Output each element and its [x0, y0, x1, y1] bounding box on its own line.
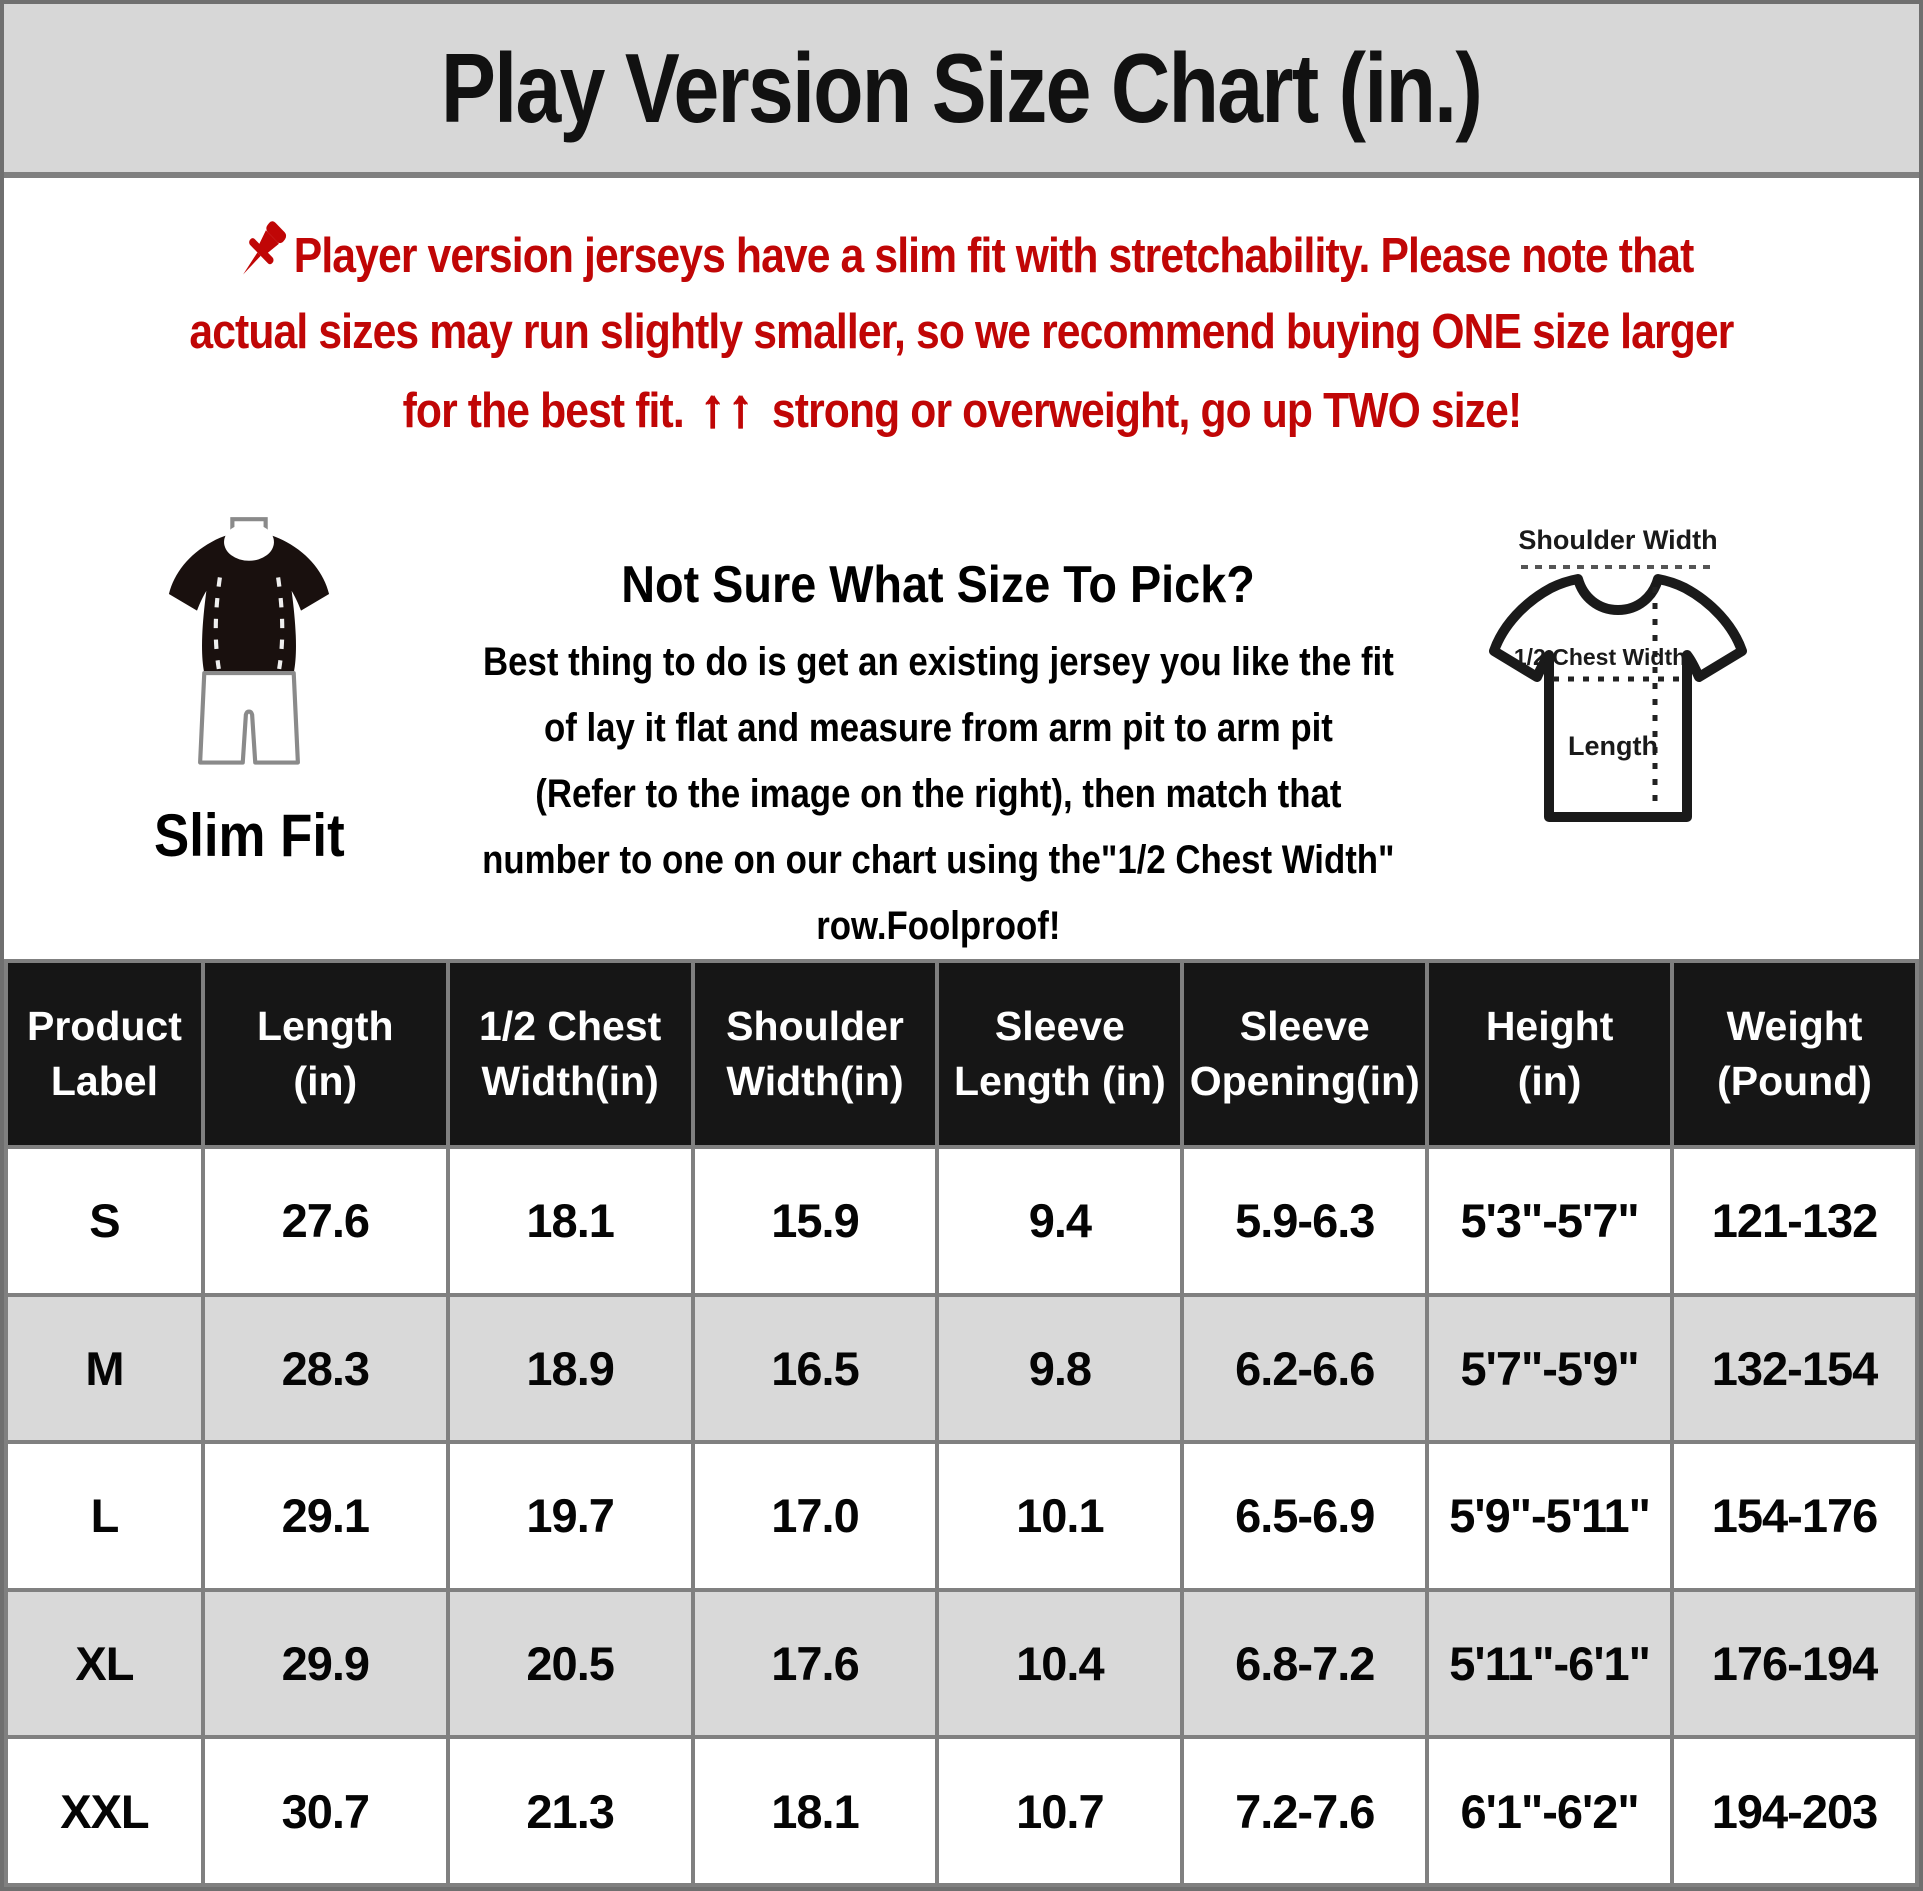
size-label-cell: S — [4, 1145, 205, 1297]
table-header-row: Product Label Length (in) 1/2 Chest Widt… — [4, 959, 1919, 1149]
measurement-cell: 7.2-7.6 — [1180, 1735, 1430, 1887]
column-header-weight: Weight (Pound) — [1670, 959, 1919, 1149]
measurement-cell: 30.7 — [200, 1735, 450, 1887]
measurement-cell: 6'1"-6'2" — [1425, 1735, 1675, 1887]
measurement-cell: 18.1 — [445, 1145, 695, 1297]
size-table: Product Label Length (in) 1/2 Chest Widt… — [4, 959, 1919, 1887]
column-header-half-chest-width: 1/2 Chest Width(in) — [445, 959, 695, 1149]
measurement-cell: 10.7 — [935, 1735, 1185, 1887]
measurement-cell: 154-176 — [1670, 1440, 1919, 1592]
notice-text: Player version jerseys have a slim fit w… — [293, 229, 1695, 283]
sizing-guide-section: Slim Fit Not Sure What Size To Pick? Bes… — [4, 515, 1919, 959]
guide-line: row.Foolproof! — [816, 904, 1061, 948]
diagram-label-shoulder-width: Shoulder Width — [1518, 525, 1717, 555]
pushpin-icon — [243, 221, 287, 275]
measurement-cell: 6.8-7.2 — [1180, 1587, 1430, 1740]
notice-line-2: actual sizes may run slightly smaller, s… — [4, 294, 1919, 370]
guide-line: Best thing to do is get an existing jers… — [482, 640, 1394, 684]
notice-line-3: for the best fit. ↑↑ strong or overweigh… — [4, 370, 1919, 449]
notice-text: strong or overweight, go up TWO size! — [771, 384, 1521, 438]
measurement-cell: 5'7"-5'9" — [1425, 1292, 1675, 1445]
guide-line: (Refer to the image on the right), then … — [535, 772, 1342, 816]
size-label-cell: XXL — [4, 1735, 205, 1887]
page-title: Play Version Size Chart (in.) — [441, 32, 1483, 143]
notice-text: actual sizes may run slightly smaller, s… — [189, 305, 1734, 359]
measurement-cell: 29.1 — [200, 1440, 450, 1592]
measurement-cell: 17.0 — [690, 1440, 940, 1592]
table-row-s: S 27.6 18.1 15.9 9.4 5.9-6.3 5'3"-5'7" 1… — [4, 1145, 1919, 1297]
notice-line-1: Player version jerseys have a slim fit w… — [4, 216, 1919, 294]
notice-text: for the best fit. — [402, 384, 684, 438]
measurement-cell: 29.9 — [200, 1587, 450, 1740]
slim-fit-label: Slim Fit — [153, 802, 345, 869]
size-label-cell: M — [4, 1292, 205, 1445]
measurement-cell: 19.7 — [445, 1440, 695, 1592]
column-header-product-label: Product Label — [4, 959, 205, 1149]
table-row-xxl: XXL 30.7 21.3 18.1 10.7 7.2-7.6 6'1"-6'2… — [4, 1735, 1919, 1887]
column-header-height: Height (in) — [1425, 959, 1675, 1149]
measurement-cell: 28.3 — [200, 1292, 450, 1445]
size-label-cell: XL — [4, 1587, 205, 1740]
title-band: Play Version Size Chart (in.) — [4, 4, 1919, 178]
measurement-cell: 9.8 — [935, 1292, 1185, 1445]
measurement-cell: 5'11"-6'1" — [1425, 1587, 1675, 1740]
measurement-cell: 17.6 — [690, 1587, 940, 1740]
measurement-cell: 27.6 — [200, 1145, 450, 1297]
tshirt-measure-diagram: Shoulder Width 1/2 Chest Width Length — [1488, 525, 1747, 822]
column-header-sleeve-opening: Sleeve Opening(in) — [1180, 959, 1430, 1149]
measurement-cell: 194-203 — [1670, 1735, 1919, 1887]
measurement-cell: 18.1 — [690, 1735, 940, 1887]
guide-heading: Not Sure What Size To Pick? — [621, 556, 1256, 614]
diagram-label-length: Length — [1568, 731, 1658, 761]
slim-fit-figure-icon — [168, 517, 330, 765]
slim-fit-column: Slim Fit — [4, 515, 414, 870]
measurement-cell: 21.3 — [445, 1735, 695, 1887]
table-row-xl: XL 29.9 20.5 17.6 10.4 6.8-7.2 5'11"-6'1… — [4, 1587, 1919, 1740]
guide-line: number to one on our chart using the"1/2… — [482, 838, 1395, 882]
measurement-cell: 6.2-6.6 — [1180, 1292, 1430, 1445]
measure-diagram-column: Shoulder Width 1/2 Chest Width Length — [1463, 515, 1919, 850]
measurement-cell: 132-154 — [1670, 1292, 1919, 1445]
measurement-cell: 176-194 — [1670, 1587, 1919, 1740]
measurement-cell: 5'3"-5'7" — [1425, 1145, 1675, 1297]
guide-line: of lay it flat and measure from arm pit … — [543, 706, 1333, 750]
measurement-cell: 15.9 — [690, 1145, 940, 1297]
measurement-cell: 5.9-6.3 — [1180, 1145, 1430, 1297]
fit-notice: Player version jerseys have a slim fit w… — [4, 216, 1919, 449]
size-label-cell: L — [4, 1440, 205, 1592]
measurement-cell: 16.5 — [690, 1292, 940, 1445]
measurement-cell: 20.5 — [445, 1587, 695, 1740]
measurement-cell: 18.9 — [445, 1292, 695, 1445]
measurement-cell: 10.4 — [935, 1587, 1185, 1740]
up-arrows-icon: ↑↑ — [699, 376, 756, 439]
column-header-sleeve-length: Sleeve Length (in) — [935, 959, 1185, 1149]
measurement-cell: 10.1 — [935, 1440, 1185, 1592]
table-row-m: M 28.3 18.9 16.5 9.8 6.2-6.6 5'7"-5'9" 1… — [4, 1292, 1919, 1445]
measurement-cell: 6.5-6.9 — [1180, 1440, 1430, 1592]
diagram-label-chest-width: 1/2 Chest Width — [1514, 644, 1686, 670]
measurement-cell: 9.4 — [935, 1145, 1185, 1297]
measurement-cell: 121-132 — [1670, 1145, 1919, 1297]
table-row-l: L 29.1 19.7 17.0 10.1 6.5-6.9 5'9"-5'11"… — [4, 1440, 1919, 1592]
guide-text-column: Not Sure What Size To Pick? Best thing t… — [414, 515, 1463, 959]
column-header-shoulder-width: Shoulder Width(in) — [690, 959, 940, 1149]
column-header-length: Length (in) — [200, 959, 450, 1149]
measurement-cell: 5'9"-5'11" — [1425, 1440, 1675, 1592]
